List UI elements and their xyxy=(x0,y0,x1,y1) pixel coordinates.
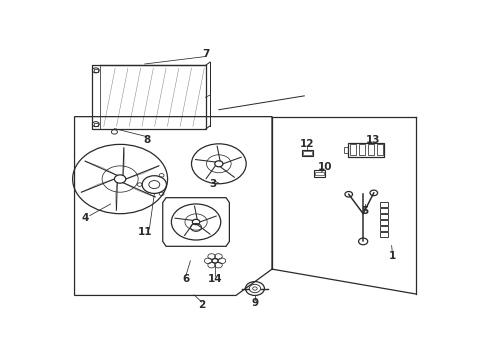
Bar xyxy=(92,66,206,129)
Text: 12: 12 xyxy=(300,139,315,149)
Bar xyxy=(92,66,100,129)
Bar xyxy=(380,226,388,231)
Bar xyxy=(380,232,388,237)
Bar xyxy=(380,220,388,225)
Bar xyxy=(380,208,388,213)
Bar xyxy=(359,144,365,156)
Text: 5: 5 xyxy=(362,207,368,216)
Bar xyxy=(348,143,384,157)
Text: 13: 13 xyxy=(366,135,380,145)
Bar xyxy=(380,214,388,219)
Bar xyxy=(303,151,312,155)
Text: 4: 4 xyxy=(81,213,89,224)
Bar xyxy=(94,69,98,72)
Text: 10: 10 xyxy=(318,162,332,172)
Text: 2: 2 xyxy=(198,300,205,310)
Bar xyxy=(344,147,348,153)
Bar xyxy=(314,170,325,176)
Text: 3: 3 xyxy=(210,179,217,189)
Bar xyxy=(368,144,374,156)
Text: 1: 1 xyxy=(389,251,396,261)
Bar xyxy=(315,172,324,175)
Text: 8: 8 xyxy=(143,135,150,145)
Bar xyxy=(377,144,383,156)
Bar xyxy=(94,123,98,126)
Text: 9: 9 xyxy=(251,298,259,308)
Text: 6: 6 xyxy=(182,274,190,284)
Text: 7: 7 xyxy=(202,49,209,59)
Bar xyxy=(302,150,313,156)
Bar xyxy=(350,144,356,156)
Text: 14: 14 xyxy=(208,274,222,284)
Bar xyxy=(380,202,388,207)
Text: 11: 11 xyxy=(138,227,153,237)
